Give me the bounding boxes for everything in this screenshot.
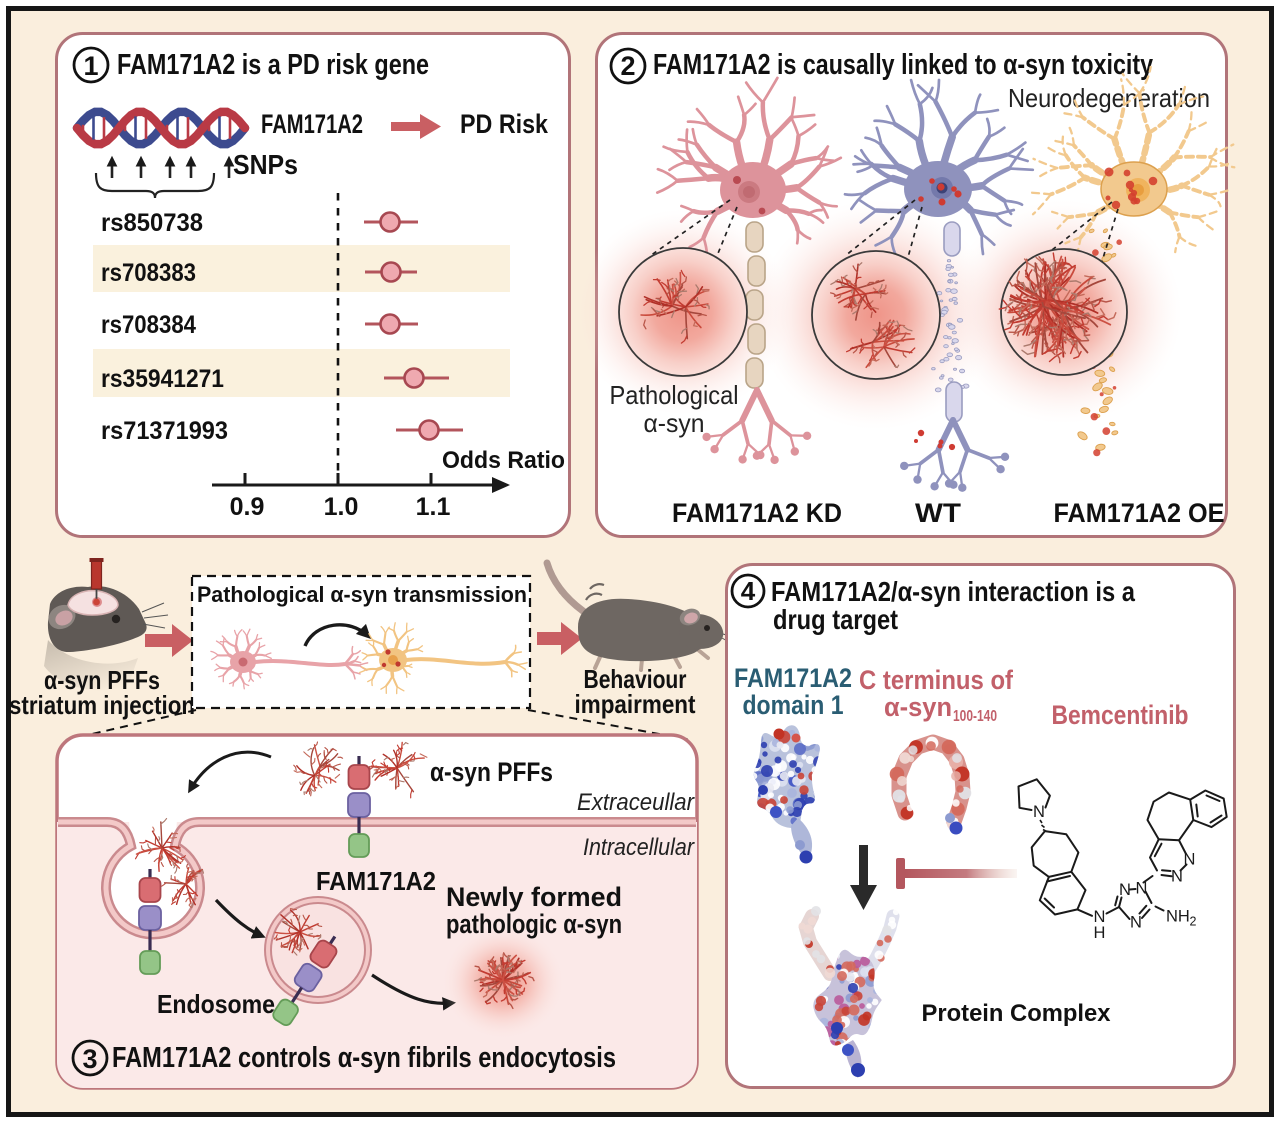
svg-text:SNPs: SNPs [233,149,298,180]
svg-text:α-syn: α-syn [884,692,952,722]
svg-text:C terminus of: C terminus of [859,665,1014,695]
svg-text:Intracellular: Intracellular [583,834,695,861]
svg-text:N: N [1119,881,1131,899]
svg-text:FAM171A2: FAM171A2 [261,109,363,139]
svg-text:1.0: 1.0 [324,493,359,521]
svg-text:Newly formed: Newly formed [446,882,622,912]
svg-text:rs850738: rs850738 [101,209,203,237]
svg-text:1: 1 [83,51,98,81]
svg-text:FAM171A2 controls α-syn fibril: FAM171A2 controls α-syn fibrils endocyto… [112,1042,616,1074]
svg-text:N: N [1130,914,1142,932]
svg-text:2: 2 [620,51,635,81]
svg-text:Pathological: Pathological [610,380,739,410]
svg-text:2: 2 [1190,915,1197,929]
svg-text:Neurodegeneration: Neurodegeneration [1008,83,1210,113]
svg-text:100-140: 100-140 [953,708,997,725]
svg-text:drug target: drug target [773,604,898,635]
svg-text:Behaviour: Behaviour [584,664,687,694]
svg-text:N: N [1184,851,1196,869]
svg-text:N: N [1094,908,1106,926]
svg-text:FAM171A2: FAM171A2 [734,663,852,693]
svg-text:rs708384: rs708384 [101,311,196,339]
svg-text:rs35941271: rs35941271 [101,365,224,393]
svg-text:4: 4 [741,576,756,606]
svg-text:FAM171A2: FAM171A2 [316,866,436,896]
svg-text:N: N [1033,803,1045,821]
svg-text:WT: WT [915,498,962,528]
svg-text:rs71371993: rs71371993 [101,417,228,445]
svg-text:PD Risk: PD Risk [460,109,549,139]
svg-text:pathologic α-syn: pathologic α-syn [446,909,622,939]
svg-text:domain 1: domain 1 [743,690,844,720]
svg-text:Odds Ratio: Odds Ratio [442,447,565,474]
svg-text:N: N [1171,868,1183,886]
svg-text:FAM171A2 is a PD risk gene: FAM171A2 is a PD risk gene [117,49,429,81]
svg-text:α-syn: α-syn [644,408,705,438]
svg-text:FAM171A2 KD: FAM171A2 KD [672,498,842,528]
svg-text:FAM171A2 is causally linked to: FAM171A2 is causally linked to α-syn tox… [653,49,1153,81]
svg-text:0.9: 0.9 [230,493,265,521]
svg-text:NH: NH [1166,908,1190,926]
svg-text:α-syn PFFs: α-syn PFFs [44,665,160,695]
svg-text:FAM171A2/α-syn interaction is: FAM171A2/α-syn interaction is a [771,576,1135,607]
svg-text:FAM171A2 OE: FAM171A2 OE [1054,498,1225,528]
svg-text:rs708383: rs708383 [101,259,196,287]
svg-text:H: H [1094,924,1106,942]
svg-text:striatum injection: striatum injection [9,690,195,720]
svg-text:N: N [1136,880,1148,898]
svg-text:3: 3 [82,1044,97,1074]
svg-text:1.1: 1.1 [416,493,451,521]
svg-text:Endosome: Endosome [157,989,275,1019]
svg-text:Bemcentinib: Bemcentinib [1052,700,1189,730]
svg-text:Protein Complex: Protein Complex [922,1000,1112,1027]
svg-text:Extraceullar: Extraceullar [577,789,695,816]
svg-text:impairment: impairment [575,689,696,719]
svg-text:α-syn PFFs: α-syn PFFs [430,757,553,787]
svg-text:Pathological α-syn transmissio: Pathological α-syn transmission [197,582,527,607]
